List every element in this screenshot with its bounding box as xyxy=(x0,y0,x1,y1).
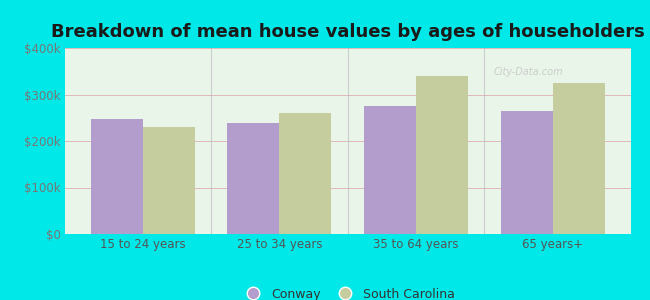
Text: City-Data.com: City-Data.com xyxy=(494,67,564,77)
Legend: Conway, South Carolina: Conway, South Carolina xyxy=(236,283,460,300)
Bar xyxy=(142,127,194,234)
Bar xyxy=(553,83,604,234)
Bar xyxy=(364,106,416,234)
Bar xyxy=(91,119,142,234)
Title: Breakdown of mean house values by ages of householders: Breakdown of mean house values by ages o… xyxy=(51,23,645,41)
Bar xyxy=(227,123,280,234)
Bar xyxy=(501,111,553,234)
Bar xyxy=(416,76,468,234)
Bar xyxy=(280,113,332,234)
